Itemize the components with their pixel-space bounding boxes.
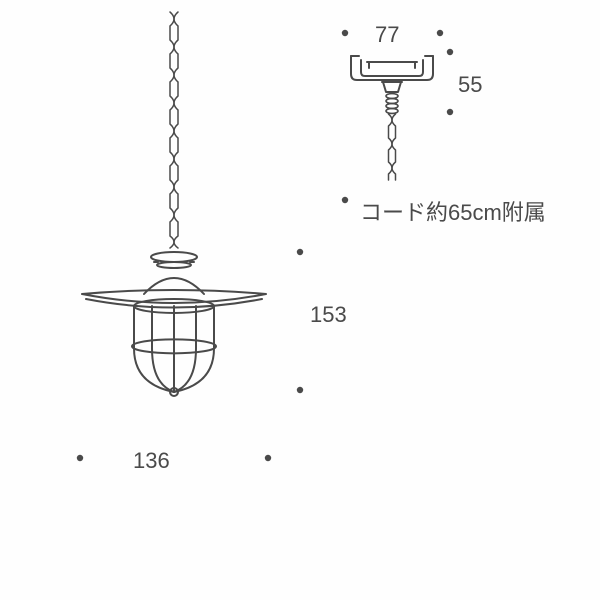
dimension-label: 77 xyxy=(375,22,399,48)
dimension-label: コード約65cm附属 xyxy=(360,195,546,227)
dimension-diagram xyxy=(0,0,600,600)
dimension-label: 136 xyxy=(133,448,170,474)
dimension-label: 153 xyxy=(310,302,347,328)
dimension-label: 55 xyxy=(458,72,482,98)
